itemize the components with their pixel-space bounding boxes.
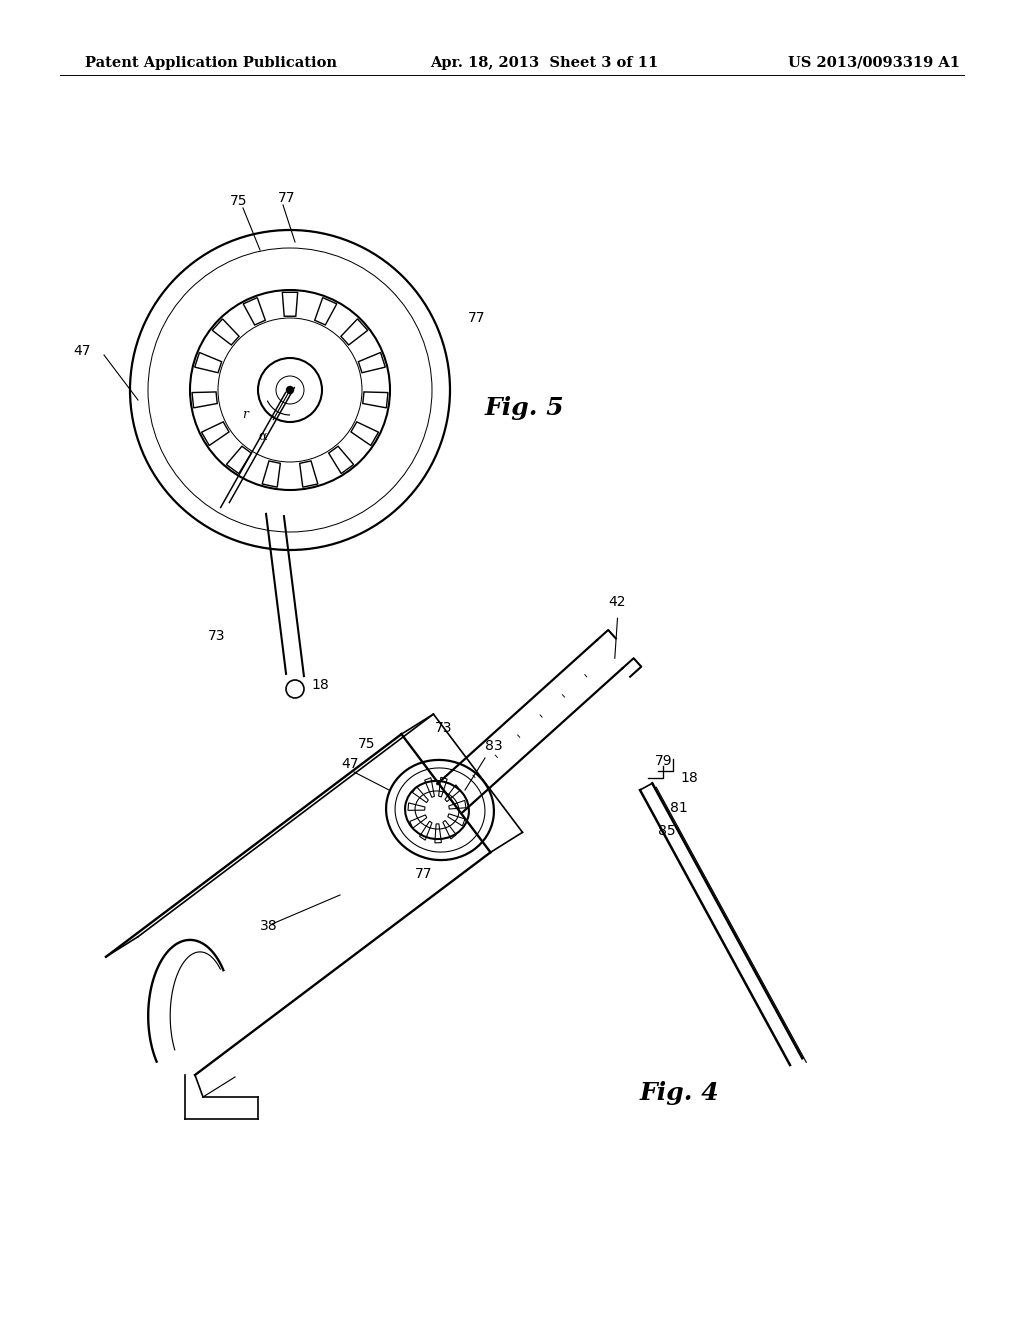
Text: 73: 73	[435, 721, 453, 735]
Text: r: r	[242, 408, 248, 421]
Text: 18: 18	[311, 678, 329, 692]
Text: 77: 77	[278, 191, 296, 205]
Text: 83: 83	[485, 739, 503, 752]
Text: 77: 77	[415, 867, 432, 880]
Text: α: α	[258, 430, 266, 444]
Text: 47: 47	[341, 756, 358, 771]
Text: Patent Application Publication: Patent Application Publication	[85, 55, 337, 70]
Text: Fig. 5: Fig. 5	[485, 396, 564, 420]
Text: 77: 77	[468, 312, 485, 325]
Text: 42: 42	[608, 595, 627, 610]
Text: 81: 81	[670, 801, 688, 814]
Circle shape	[287, 387, 294, 393]
Text: 85: 85	[658, 824, 676, 838]
Text: Apr. 18, 2013  Sheet 3 of 11: Apr. 18, 2013 Sheet 3 of 11	[430, 55, 658, 70]
Text: 38: 38	[260, 919, 278, 933]
Text: 79: 79	[655, 754, 673, 768]
Text: US 2013/0093319 A1: US 2013/0093319 A1	[788, 55, 961, 70]
Text: 73: 73	[208, 630, 225, 643]
Text: 75: 75	[358, 737, 376, 751]
Text: 18: 18	[680, 771, 697, 785]
Text: 47: 47	[74, 345, 91, 358]
Text: 75: 75	[230, 194, 248, 209]
Text: Fig. 4: Fig. 4	[640, 1081, 720, 1105]
